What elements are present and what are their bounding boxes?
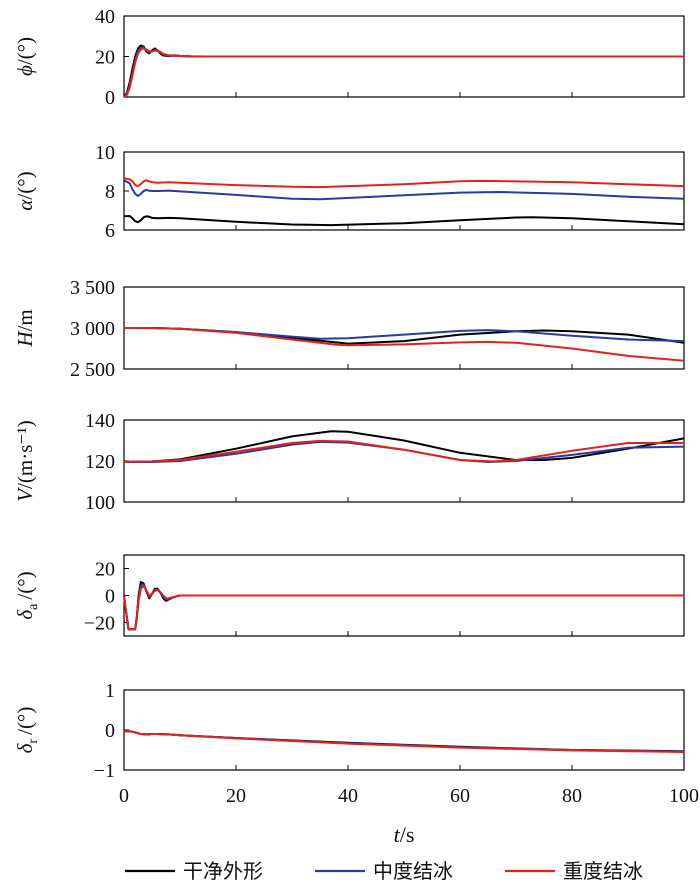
x-axis-label: t/s xyxy=(394,822,415,847)
series-line xyxy=(123,44,684,98)
y-tick-label: 6 xyxy=(105,220,115,242)
panel-frame xyxy=(123,286,685,370)
y-axis-unit: /(°) xyxy=(13,707,37,735)
y-axis-label: H/m xyxy=(13,309,37,347)
series-line xyxy=(124,440,685,463)
x-tick-label: 80 xyxy=(562,785,582,807)
y-tick-label: 2 500 xyxy=(70,359,115,381)
series-line xyxy=(123,581,684,631)
series-line xyxy=(123,585,684,631)
panel-1: 0 20 40 ϕ/(°) xyxy=(13,6,685,109)
y-tick-label: 20 xyxy=(95,47,115,69)
panel-frame xyxy=(123,689,685,771)
y-axis-symbol: H xyxy=(13,330,37,348)
legend-label: 重度结冰 xyxy=(563,859,643,883)
y-tick-label: 1 xyxy=(105,680,115,702)
legend-item: 重度结冰 xyxy=(505,859,643,883)
panel-3: 2 500 3 000 3 500 H/m xyxy=(13,277,685,381)
y-axis-label: ϕ/(°) xyxy=(13,37,37,76)
x-axis-unit: /s xyxy=(400,822,415,847)
x-tick-label: 100 xyxy=(669,785,699,807)
y-axis-symbol: α xyxy=(13,199,37,211)
y-axis-symbol: δ xyxy=(13,742,37,753)
y-tick-label: 0 xyxy=(105,87,115,109)
x-tick-label: 0 xyxy=(119,785,129,807)
legend-label: 干净外形 xyxy=(183,859,263,883)
y-tick-label: 3 500 xyxy=(70,277,115,299)
y-axis-symbol: ϕ xyxy=(13,65,37,76)
panel-5: −20 0 20 δa /(°) xyxy=(13,554,685,637)
y-axis-unit: /(m·s⁻¹) xyxy=(13,420,37,489)
x-tick-label: 40 xyxy=(338,785,358,807)
y-tick-label: 140 xyxy=(85,410,115,432)
series-line xyxy=(123,215,685,227)
y-tick-label: 10 xyxy=(95,142,115,164)
y-axis-symbol: δ xyxy=(13,609,37,620)
series-line xyxy=(123,439,684,463)
series-line xyxy=(123,583,684,631)
y-axis-unit: /(°) xyxy=(13,571,37,599)
panel-frame xyxy=(123,151,685,231)
y-axis-subscript: r xyxy=(26,739,41,744)
series-line xyxy=(124,730,685,753)
y-axis-unit: /(°) xyxy=(13,171,37,199)
panel-frame xyxy=(123,419,685,503)
panel-2: 6 8 10 α/(°) xyxy=(13,142,685,242)
y-axis-subscript: a xyxy=(26,603,41,610)
y-axis-unit: /(°) xyxy=(13,37,37,65)
series-line xyxy=(123,46,684,98)
y-axis-unit: /m xyxy=(13,309,37,331)
panel-6: −1 0 1 δr /(°) xyxy=(13,680,685,782)
y-tick-label: −1 xyxy=(94,760,115,782)
y-axis-label: δa /(°) xyxy=(13,571,41,619)
y-tick-label: 120 xyxy=(85,451,115,473)
series-line xyxy=(124,730,685,753)
series-line xyxy=(124,327,685,362)
legend-label: 中度结冰 xyxy=(373,859,453,883)
series-line xyxy=(123,430,685,463)
y-tick-label: 0 xyxy=(105,586,115,608)
y-tick-label: 8 xyxy=(105,181,115,203)
y-axis-symbol: V xyxy=(13,487,37,502)
y-axis-label: δr /(°) xyxy=(13,707,41,754)
legend-item: 干净外形 xyxy=(125,859,263,883)
x-tick-label: 20 xyxy=(226,785,246,807)
y-axis-label: α/(°) xyxy=(13,171,37,210)
series-line xyxy=(123,179,685,201)
x-axis-symbol: t xyxy=(394,822,401,847)
y-tick-label: 3 000 xyxy=(70,318,115,340)
series-line xyxy=(123,177,685,189)
y-tick-label: 0 xyxy=(105,720,115,742)
y-tick-label: 20 xyxy=(95,559,115,581)
y-axis-label: V/(m·s⁻¹) xyxy=(13,420,37,502)
y-tick-label: 40 xyxy=(95,6,115,28)
series-line xyxy=(124,730,685,753)
y-tick-label: 100 xyxy=(85,492,115,514)
panel-4: 100 120 140 V/(m·s⁻¹) xyxy=(13,410,685,514)
legend: 干净外形 中度结冰 重度结冰 xyxy=(125,859,643,883)
x-tick-label: 60 xyxy=(450,785,470,807)
y-tick-label: −20 xyxy=(84,613,115,635)
series-line xyxy=(123,47,684,98)
legend-item: 中度结冰 xyxy=(315,859,453,883)
